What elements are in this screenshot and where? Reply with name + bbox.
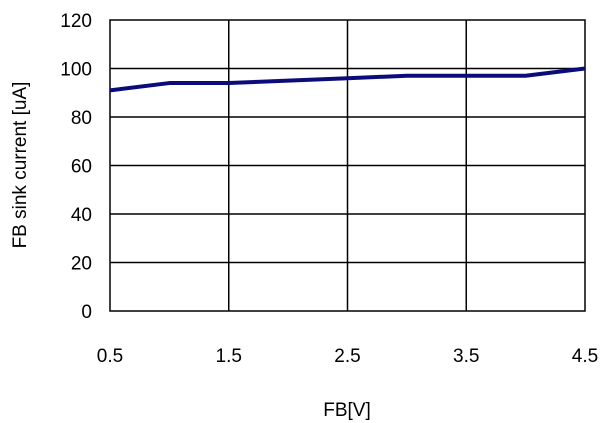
x-tick-labels: 0.5 1.5 2.5 3.5 4.5 [97, 346, 598, 367]
x-axis-title: FB[V] [323, 400, 371, 421]
y-tick-label: 80 [71, 108, 92, 129]
y-tick-label: 40 [71, 205, 92, 226]
y-tick-labels: 0 20 40 60 80 100 120 [60, 11, 92, 323]
gridlines [110, 20, 585, 311]
x-tick-label: 0.5 [97, 346, 123, 367]
plot-frame [109, 19, 586, 312]
series-line [109, 66, 586, 93]
y-tick-label: 20 [71, 254, 92, 275]
series-layer [109, 66, 586, 93]
y-tick-label: 0 [81, 302, 92, 323]
x-tick-label: 4.5 [572, 346, 598, 367]
y-tick-label: 120 [60, 11, 92, 32]
x-tick-label: 3.5 [453, 346, 479, 367]
y-axis-title: FB sink current [uA] [10, 82, 31, 249]
y-tick-label: 100 [60, 60, 92, 81]
y-tick-label: 60 [71, 157, 92, 178]
x-tick-label: 2.5 [334, 346, 360, 367]
x-tick-label: 1.5 [216, 346, 242, 367]
